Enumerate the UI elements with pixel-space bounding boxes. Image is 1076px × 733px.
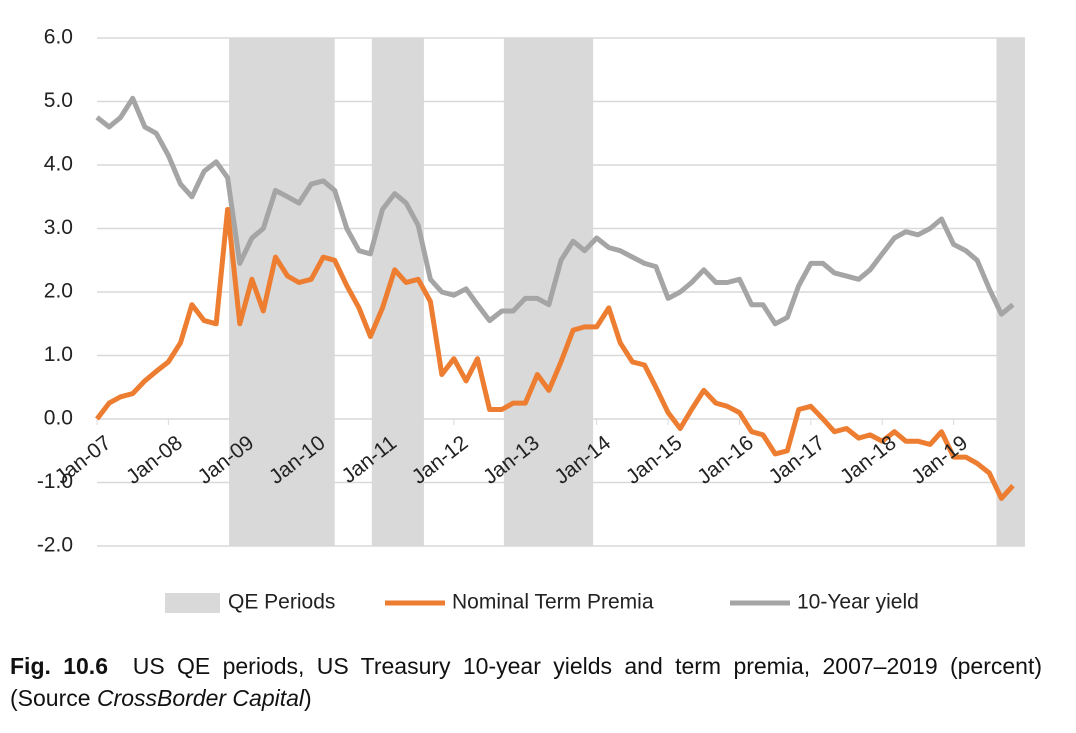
y-tick-label: 3.0 [44,216,73,239]
y-tick-label: 2.0 [44,280,73,303]
y-tick-label: 0.0 [44,407,73,430]
y-tick-label: 6.0 [44,26,73,49]
y-tick-label: 4.0 [44,153,73,176]
x-tick-label: Jan-17 [765,431,830,489]
legend-label: Nominal Term Premia [452,591,654,614]
y-tick-label: -1.0 [37,470,73,493]
x-tick-label: Jan-15 [622,431,687,489]
x-tick-label: Jan-16 [693,431,758,489]
caption-source: CrossBorder Capital [96,685,305,711]
x-tick-label: Jan-08 [122,431,187,489]
caption-label: Fig. 10.6 [10,653,108,679]
caption-text: US QE periods, US Treasury 10-year yield… [10,653,1042,711]
chart: 6.0 5.0 4.0 3.0 2.0 1.0 0.0 -1.0 -2.0 Jan-07 Jan-0… [37,26,1025,614]
y-tick-label: -2.0 [37,534,73,557]
x-tick-label: Jan-18 [836,431,901,489]
x-tick-label: Jan-07 [51,431,116,489]
legend-label: QE Periods [228,591,335,614]
y-tick-label: 1.0 [44,343,73,366]
caption: Fig. 10.6 US QE periods, US Treasury 10-… [10,650,1042,714]
y-tick-label: 5.0 [44,89,73,112]
caption-end: ) [304,685,312,711]
series-line [95,206,1015,501]
series-line [95,95,1015,327]
legend-label: 10-Year yield [797,591,919,614]
legend-swatch [165,593,220,613]
